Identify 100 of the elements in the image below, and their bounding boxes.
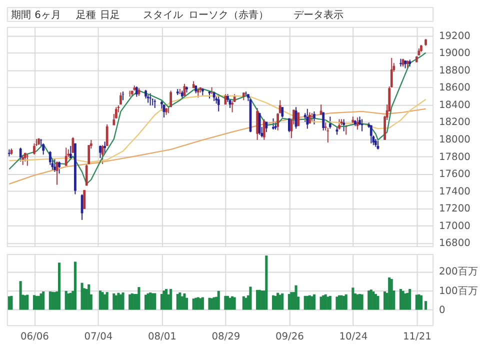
bar (336, 296, 338, 310)
bar (26, 294, 29, 310)
bar (290, 292, 293, 310)
x-tick-label: 10/24 (339, 331, 368, 342)
y-tick-label: 17000 (439, 220, 470, 232)
bar (104, 294, 106, 310)
bar (328, 296, 332, 310)
y-tick-label: 18000 (439, 134, 470, 146)
bar (281, 293, 284, 310)
y-tick-label: 17200 (439, 204, 470, 215)
line-series (8, 52, 426, 185)
candlestick (72, 136, 74, 154)
candlestick (122, 91, 124, 101)
candlestick (281, 106, 284, 118)
text: 日足 (100, 10, 120, 21)
candlestick (196, 88, 200, 98)
y-tick-label: 19000 (439, 48, 470, 60)
candlestick (231, 100, 234, 113)
candlestick (276, 112, 279, 131)
y-tick-label: 18200 (439, 117, 470, 128)
text: スタイル (143, 10, 184, 21)
y-tick-label: 100百万 (439, 286, 478, 297)
y-tick-label: 17800 (439, 152, 470, 163)
candlestick (178, 88, 182, 95)
bar (338, 295, 341, 310)
bar (418, 294, 420, 310)
candlestick (272, 118, 274, 130)
candlestick (64, 147, 68, 166)
candlestick (104, 141, 106, 154)
candlestick (33, 142, 36, 156)
candlestick (99, 145, 102, 159)
candlestick (338, 118, 340, 130)
bar (162, 290, 166, 310)
text: 足種 (76, 10, 96, 21)
bar (185, 298, 188, 310)
candlestick (83, 189, 86, 210)
candlestick (278, 100, 282, 114)
candlestick (390, 57, 393, 88)
candlestick (217, 94, 220, 112)
bar (144, 294, 148, 310)
text: 6ヶ月 (34, 10, 61, 21)
candlestick (128, 90, 132, 98)
candlestick (114, 106, 118, 119)
bar (312, 294, 316, 310)
candlestick (262, 118, 266, 140)
bar (58, 262, 61, 310)
bar (201, 297, 204, 310)
candlestick (322, 112, 325, 131)
candlestick (135, 86, 138, 98)
bar (352, 288, 354, 310)
bar (80, 282, 84, 310)
y-tick-label: 18800 (439, 65, 470, 76)
bar (294, 285, 298, 310)
y-tick-label: 17400 (439, 186, 470, 198)
bar (208, 298, 211, 310)
bar (233, 297, 236, 310)
candlestick (120, 92, 122, 106)
x-tick-label: 06/06 (20, 331, 49, 342)
candlestick (69, 145, 72, 160)
candlestick (288, 118, 290, 133)
bar (376, 296, 380, 310)
candlestick (160, 100, 163, 112)
y-tick-label: 18400 (439, 100, 470, 111)
x-tick-label: 08/01 (148, 331, 176, 342)
y-tick-label: 17600 (439, 169, 470, 180)
candlestick (19, 147, 22, 162)
bar (230, 296, 234, 310)
candlestick (58, 160, 60, 174)
candlestick (306, 108, 309, 130)
y-tick-label: 18600 (439, 82, 470, 94)
candlestick (328, 116, 332, 130)
bar (183, 293, 186, 310)
bar (420, 295, 422, 310)
bar (122, 292, 124, 310)
y-tick-label: 19200 (439, 30, 470, 42)
x-tick-label: 07/04 (84, 331, 113, 342)
candlestick (22, 154, 24, 166)
candlestick (313, 110, 316, 125)
text: 期間 (10, 8, 31, 21)
text: ローソク（赤青） (188, 8, 269, 21)
candlestick (344, 124, 348, 136)
bar (424, 301, 428, 310)
bar (217, 290, 220, 310)
y-tick-label: 200百万 (439, 266, 478, 278)
candlestick (149, 92, 152, 106)
bar (170, 288, 172, 310)
candlestick (320, 104, 322, 116)
bar (265, 256, 268, 310)
bar (42, 291, 45, 310)
x-tick-label: 09/26 (275, 331, 304, 342)
bar (88, 284, 90, 310)
bar (164, 288, 168, 310)
x-tick-label: 11/21 (402, 331, 432, 342)
candlestick (106, 124, 108, 146)
bar (360, 294, 364, 310)
x-tick-label: 08/29 (212, 331, 240, 342)
bar (344, 294, 348, 310)
line-series (8, 108, 426, 185)
bar (249, 286, 252, 310)
candlestick (342, 118, 345, 132)
